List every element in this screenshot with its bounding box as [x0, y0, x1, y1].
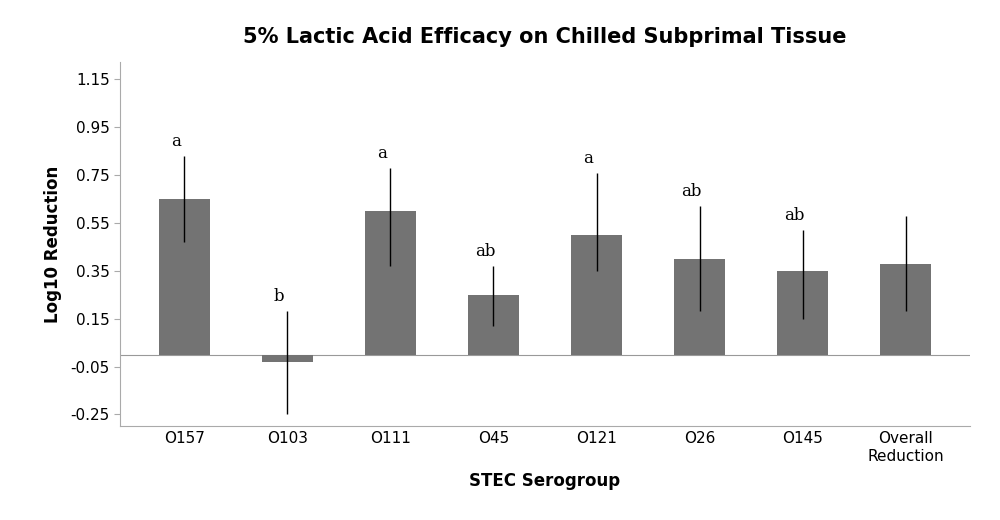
Text: a: a [377, 145, 387, 162]
X-axis label: STEC Serogroup: STEC Serogroup [469, 472, 621, 490]
Bar [880, 264, 931, 355]
Bar [262, 355, 313, 362]
Bar [571, 235, 622, 355]
Text: ab: ab [681, 183, 702, 200]
Bar [365, 211, 416, 355]
Text: a: a [583, 150, 593, 166]
Text: ab: ab [784, 207, 805, 224]
Bar [777, 271, 828, 355]
Bar [159, 199, 210, 355]
Title: 5% Lactic Acid Efficacy on Chilled Subprimal Tissue: 5% Lactic Acid Efficacy on Chilled Subpr… [243, 27, 847, 47]
Bar [674, 259, 725, 355]
Bar [468, 295, 519, 355]
Y-axis label: Log10 Reduction: Log10 Reduction [44, 166, 62, 323]
Text: ab: ab [475, 243, 495, 260]
Text: a: a [171, 133, 181, 150]
Text: b: b [274, 289, 284, 305]
